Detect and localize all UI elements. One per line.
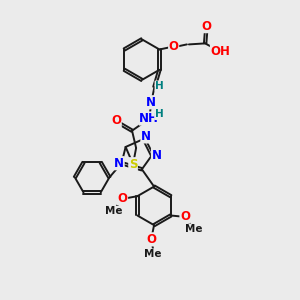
Text: OH: OH — [210, 45, 230, 58]
Text: O: O — [169, 40, 179, 53]
Text: H: H — [155, 81, 164, 91]
Text: H: H — [155, 110, 164, 119]
Text: O: O — [118, 192, 128, 205]
Text: O: O — [111, 115, 121, 128]
Text: Me: Me — [144, 249, 162, 259]
Text: N: N — [146, 96, 156, 109]
Text: N: N — [152, 148, 161, 162]
Text: Me: Me — [105, 206, 123, 216]
Text: S: S — [129, 158, 137, 171]
Text: O: O — [202, 20, 212, 33]
Text: O: O — [180, 210, 190, 223]
Text: N: N — [114, 157, 124, 170]
Text: NH: NH — [140, 112, 159, 125]
Text: Me: Me — [185, 224, 203, 234]
Text: O: O — [147, 233, 157, 246]
Text: N: N — [141, 130, 151, 143]
